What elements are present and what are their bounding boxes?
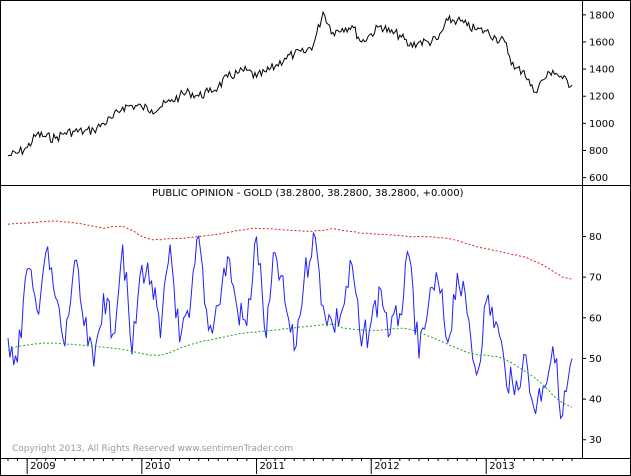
gold-y-tick-label: 1600 — [589, 37, 614, 48]
public-opinion-panel: PUBLIC OPINION - GOLD (38.2800, 38.2800,… — [7, 188, 602, 446]
year-tick-label: 2011 — [260, 461, 285, 472]
gold-y-tick-label: 1000 — [589, 119, 614, 130]
year-tick-label: 2012 — [374, 461, 399, 472]
year-tick-label: 2010 — [145, 461, 170, 472]
year-tick-label: 2013 — [489, 461, 514, 472]
opinion-y-tick-label: 50 — [589, 354, 602, 365]
gold-y-tick-label: 600 — [589, 173, 608, 184]
opinion-y-tick-label: 80 — [589, 232, 602, 243]
opinion-y-tick-label: 40 — [589, 395, 602, 406]
public-opinion-series — [7, 220, 573, 420]
public-opinion-axis: 30 40 50 60 70 80 — [582, 232, 602, 446]
gold-y-tick-label: 1800 — [589, 10, 614, 21]
gold-price-axis: 600 800 1000 1200 1400 1600 1800 — [582, 10, 614, 184]
gold-y-tick-label: 1400 — [589, 65, 614, 76]
gold-price-panel: 600 800 1000 1200 1400 1600 1800 — [7, 10, 614, 184]
opinion-lower-band — [7, 323, 573, 408]
date-axis: 2009 2010 2011 2012 2013 — [7, 458, 573, 474]
gold-y-tick-label: 800 — [589, 146, 608, 157]
copyright-notice: Copyright 2013, All Rights Reserved www.… — [12, 444, 293, 454]
opinion-y-tick-label: 60 — [589, 313, 602, 324]
gold-price-series — [7, 10, 573, 157]
gold-price-line — [7, 10, 573, 157]
year-tick-label: 2009 — [30, 461, 55, 472]
gold-y-tick-label: 1200 — [589, 92, 614, 103]
opinion-upper-band — [7, 220, 573, 280]
opinion-y-tick-label: 70 — [589, 273, 602, 284]
opinion-line — [7, 232, 573, 420]
opinion-panel-title: PUBLIC OPINION - GOLD (38.2800, 38.2800,… — [152, 188, 464, 199]
opinion-y-tick-label: 30 — [589, 435, 602, 446]
